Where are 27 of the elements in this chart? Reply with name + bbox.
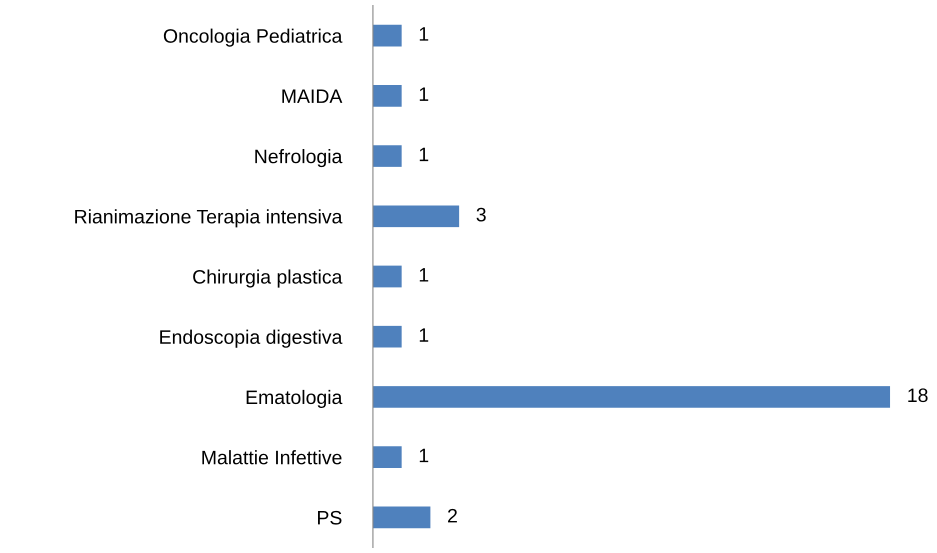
data-label: 1 <box>420 27 428 41</box>
bar <box>372 85 402 107</box>
bar <box>372 326 402 348</box>
bar <box>372 266 402 288</box>
y-tick-label: Ematologia <box>246 390 342 408</box>
y-tick-label: Malattie Infettive <box>202 450 342 464</box>
data-label: 1 <box>420 148 428 162</box>
y-tick-label: Oncologia Pediatrica <box>164 28 342 47</box>
y-tick-label: Chirurgia plastica <box>193 269 342 288</box>
y-tick-label: Rianimazione Terapia intensiva <box>75 209 342 228</box>
bar <box>372 446 402 468</box>
data-label: 1 <box>420 268 428 282</box>
data-label: 3 <box>476 208 486 222</box>
y-tick-label: PS <box>318 510 342 525</box>
data-label: 1 <box>420 448 428 462</box>
bar <box>372 145 402 167</box>
bar <box>372 506 430 528</box>
bar <box>372 24 402 46</box>
bar <box>372 386 890 408</box>
y-tick-label: MAIDA <box>282 90 342 103</box>
y-tick-label: Nefrologia <box>255 149 342 168</box>
bar <box>372 205 460 228</box>
data-label: 1 <box>420 88 428 101</box>
data-label: 2 <box>448 508 457 522</box>
data-label: 18 <box>908 388 928 402</box>
y-tick-label: Endoscopia digestiva <box>160 330 342 348</box>
data-label: 1 <box>420 328 428 342</box>
